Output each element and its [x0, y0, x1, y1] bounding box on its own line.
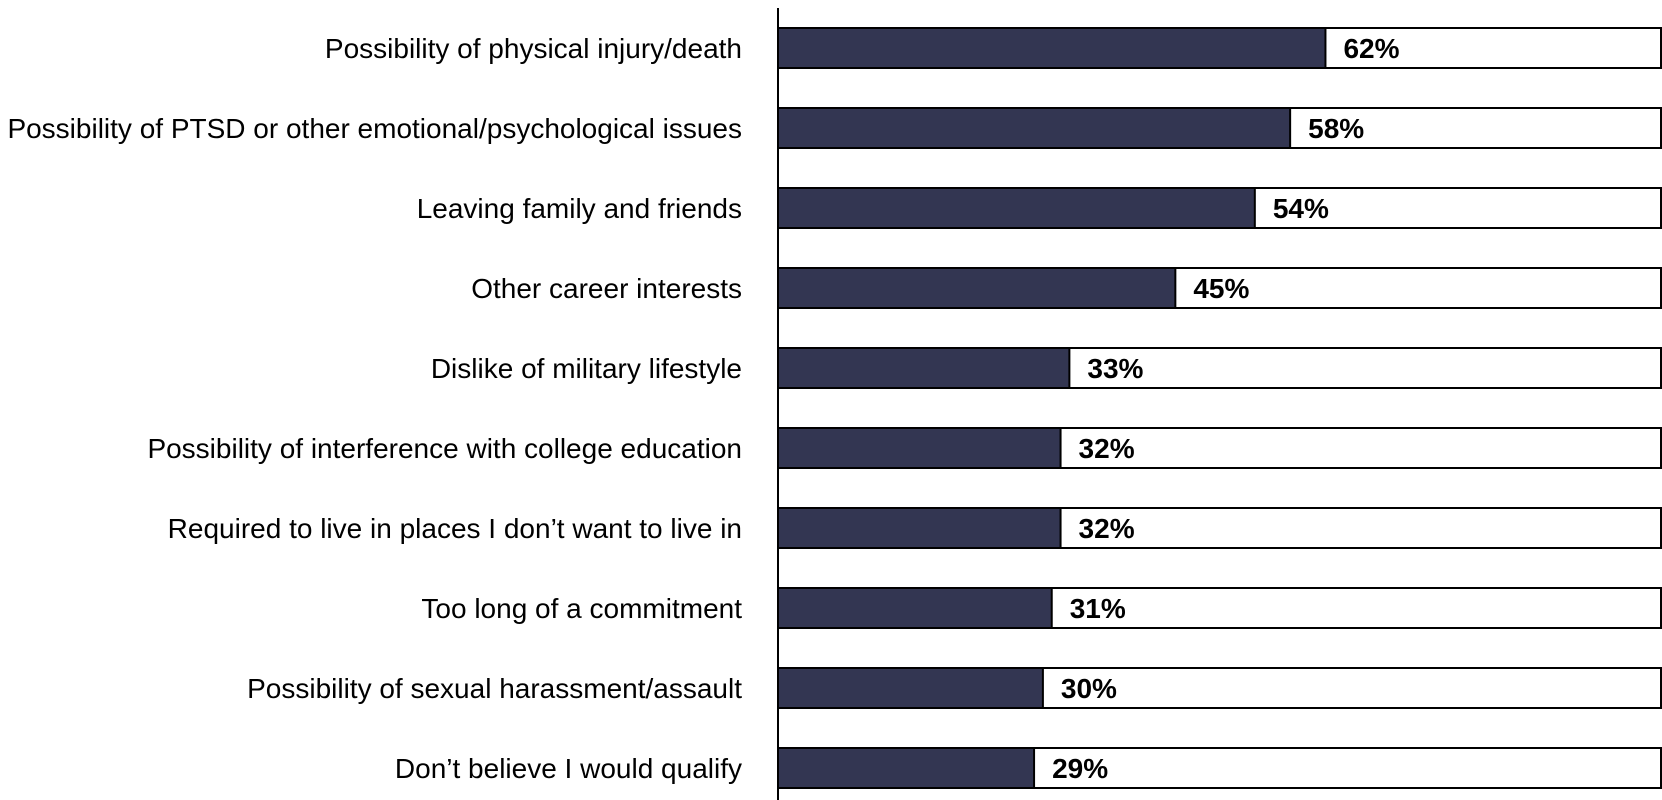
- data-label: 54%: [1273, 193, 1329, 224]
- category-label: Leaving family and friends: [417, 193, 742, 224]
- category-label: Possibility of sexual harassment/assault: [247, 673, 742, 704]
- data-label: 32%: [1079, 433, 1135, 464]
- category-label: Don’t believe I would qualify: [395, 753, 742, 784]
- category-label: Possibility of physical injury/death: [325, 33, 742, 64]
- bar: [777, 267, 1177, 309]
- bar: [777, 187, 1256, 229]
- category-label: Possibility of interference with college…: [147, 433, 742, 464]
- data-label: 62%: [1343, 33, 1399, 64]
- bar: [777, 507, 1062, 549]
- data-label: 32%: [1079, 513, 1135, 544]
- bar: [777, 667, 1044, 709]
- category-label: Possibility of PTSD or other emotional/p…: [7, 113, 742, 144]
- category-label: Dislike of military lifestyle: [431, 353, 742, 384]
- bar: [777, 427, 1062, 469]
- data-label: 30%: [1061, 673, 1117, 704]
- bar: [777, 107, 1292, 149]
- bar: [777, 347, 1071, 389]
- bar: [777, 747, 1036, 789]
- category-label: Required to live in places I don’t want …: [168, 513, 742, 544]
- category-labels: Possibility of physical injury/death Poss…: [7, 33, 742, 784]
- bars: 62% 58% 54% 45% 33% 32% 32% 31% 30% 29%: [777, 27, 1662, 789]
- data-label: 31%: [1070, 593, 1126, 624]
- data-label: 29%: [1052, 753, 1108, 784]
- data-label: 45%: [1193, 273, 1249, 304]
- data-label: 33%: [1087, 353, 1143, 384]
- bar: [777, 27, 1327, 69]
- category-label: Other career interests: [471, 273, 742, 304]
- category-label: Too long of a commitment: [421, 593, 742, 624]
- data-label: 58%: [1308, 113, 1364, 144]
- bar: [777, 587, 1053, 629]
